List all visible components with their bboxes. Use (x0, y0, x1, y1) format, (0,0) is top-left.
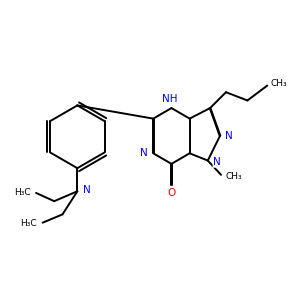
Text: CH₃: CH₃ (271, 80, 287, 88)
Text: N: N (225, 131, 233, 141)
Text: H₃C: H₃C (20, 219, 37, 228)
Text: H₃C: H₃C (14, 188, 31, 197)
Text: N: N (213, 157, 221, 167)
Text: N: N (140, 148, 148, 158)
Text: CH₃: CH₃ (225, 172, 242, 181)
Text: N: N (83, 184, 91, 195)
Text: NH: NH (162, 94, 178, 104)
Text: O: O (167, 188, 175, 198)
